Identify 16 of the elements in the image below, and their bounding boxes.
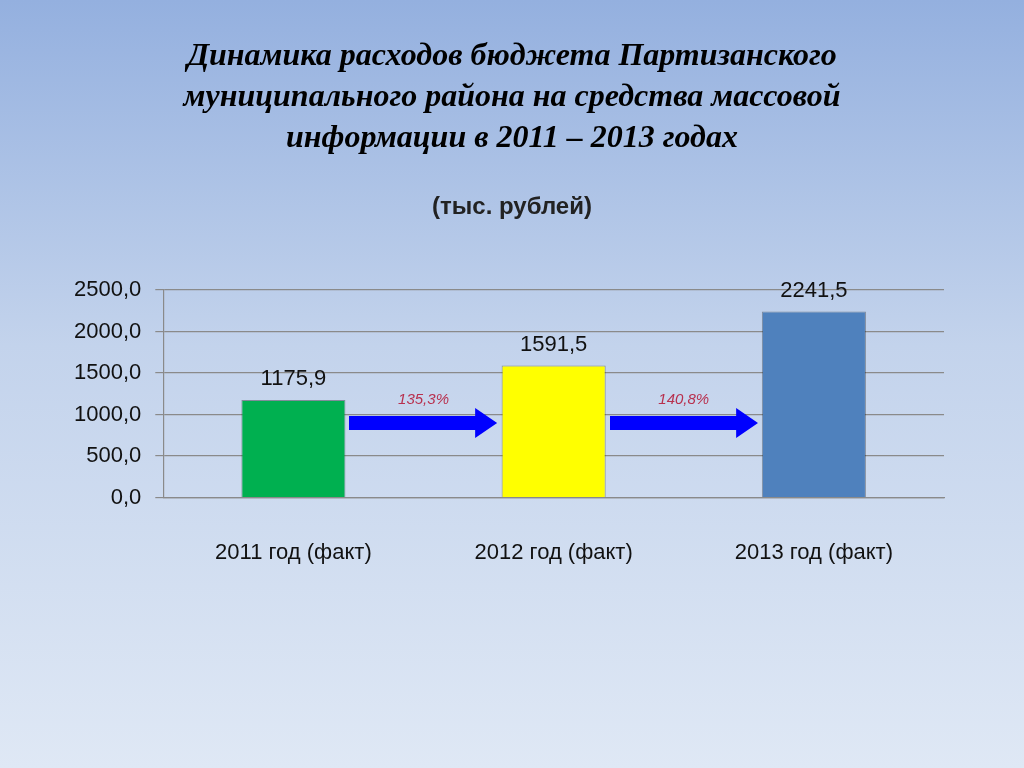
data-label: 2241,5: [780, 276, 848, 302]
chart-subtitle: (тыс. рублей): [431, 192, 593, 220]
x-tick-label: 2013 год (факт): [734, 538, 893, 564]
y-tick-label: 2000,0: [73, 317, 142, 343]
annotation: 140,8%: [658, 389, 710, 407]
y-tick-label: 0,0: [110, 483, 142, 509]
y-tick-label: 1500,0: [73, 359, 142, 385]
annotation: 135,3%: [398, 389, 449, 407]
y-tick-label: 500,0: [86, 442, 142, 468]
data-label: 1591,5: [520, 330, 588, 356]
y-tick-label: 1000,0: [73, 400, 142, 426]
chart-title: Динамика расходов бюджета Партизанского муниципального района на средства массовой информации в 2011 – 2013 годах: [181, 35, 842, 156]
y-tick-label: 2500,0: [73, 276, 142, 302]
x-tick-label: 2012 год (факт): [474, 538, 633, 564]
x-tick-label: 2011 год (факт): [215, 538, 372, 564]
data-label: 1175,9: [260, 365, 327, 391]
